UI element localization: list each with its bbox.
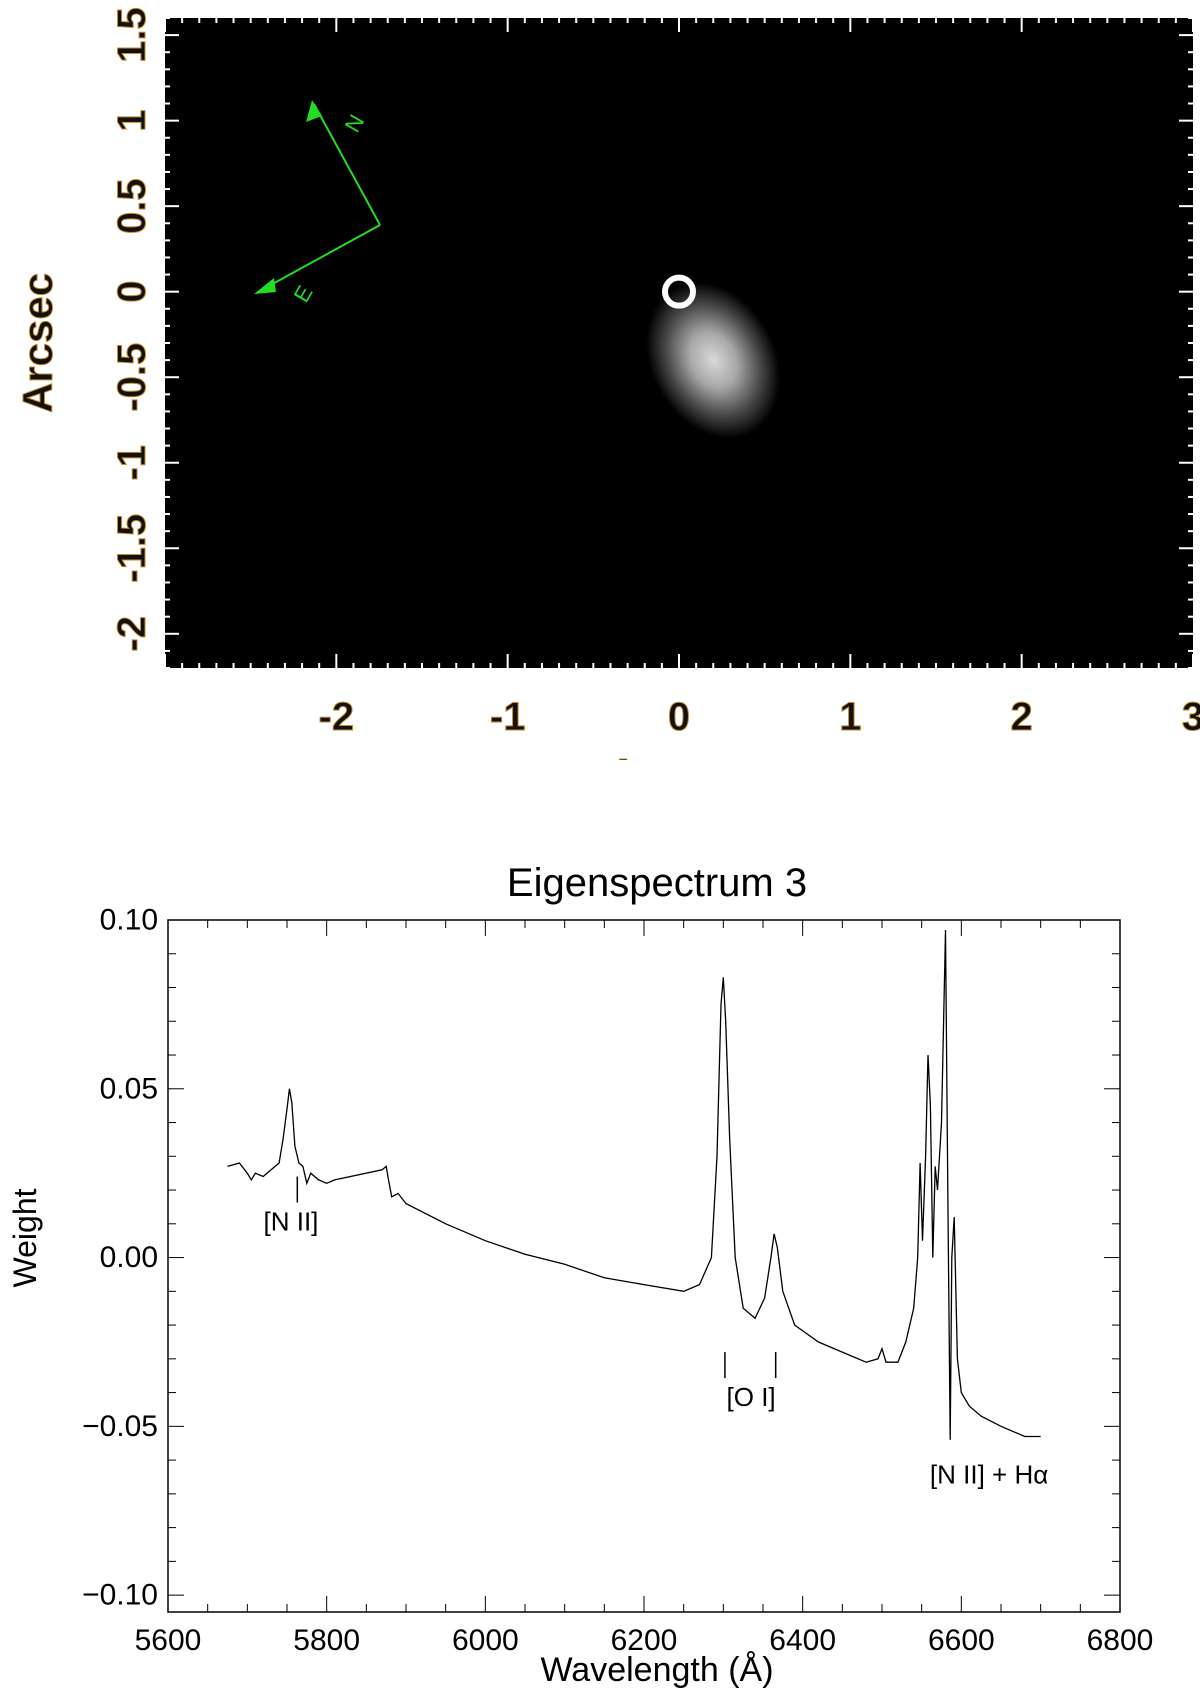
spectrum-frame <box>167 919 1121 1613</box>
image-y-tick-label: 1.5 <box>110 7 154 63</box>
image-y-tick-label: -1.5 <box>110 514 154 583</box>
spectrum-x-tick-label: 6400 <box>769 1624 836 1657</box>
compass-north-arrowhead <box>306 100 322 122</box>
image-y-tick-label: -1 <box>110 445 154 481</box>
spectrum-panel: Eigenspectrum 3 5600 5800 6000 6200 6400 6600… <box>7 861 1154 1689</box>
nucleus-marker <box>662 274 696 309</box>
image-x-tick-label: 3 <box>1182 695 1200 739</box>
spectrum-y-tick-label: 0.05 <box>100 1072 158 1105</box>
image-y-tick-label: 0 <box>110 281 154 303</box>
spectrum-x-axis-label: Wavelength (Å) <box>540 1651 773 1689</box>
spectrum-x-tick-label: 6600 <box>928 1624 995 1657</box>
image-y-tick-label: -2 <box>110 616 154 652</box>
image-y-tick-label: 0.5 <box>110 178 154 234</box>
image-x-tick-label: -1 <box>490 695 526 739</box>
spectrum-x-tick-labels: 5600 5800 6000 6200 6400 6600 6800 <box>135 1624 1154 1657</box>
compass-east-arrowhead <box>254 278 276 294</box>
spectrum-annotation-label: [N II] <box>264 1207 319 1237</box>
spectrum-tick-marks <box>167 919 1121 1612</box>
spectrum-y-tick-label: −0.05 <box>82 1410 158 1443</box>
spectrum-y-tick-label: −0.10 <box>82 1579 158 1612</box>
emission-blob <box>646 282 781 439</box>
spectrum-annotations: [N II] [O I] [N II] + Hα <box>264 1176 1048 1490</box>
spectrum-y-axis-label: Weight <box>7 1188 43 1287</box>
image-x-tick-label: -2 <box>319 695 355 739</box>
spectrum-annotation-label: [N II] + Hα <box>930 1460 1048 1490</box>
image-x-tick-label: 1 <box>839 695 861 739</box>
spectrum-x-tick-label: 5800 <box>293 1624 360 1657</box>
image-y-tick-label: 1 <box>110 110 154 132</box>
spectrum-annotation-label: [O I] <box>727 1382 776 1412</box>
spectrum-x-tick-label: 6200 <box>611 1624 678 1657</box>
image-x-axis-label: Arcsec <box>608 750 748 760</box>
compass-north-line <box>313 103 381 226</box>
image-x-tick-label: 0 <box>668 695 690 739</box>
spectrum-x-tick-label: 6800 <box>1087 1624 1154 1657</box>
spectrum-line <box>227 930 1041 1440</box>
spectrum-title: Eigenspectrum 3 <box>507 861 807 905</box>
image-x-tick-label: 2 <box>1011 695 1033 739</box>
image-tick-marks <box>164 17 1194 669</box>
spectrum-y-tick-labels: −0.10 −0.05 0.00 0.05 0.10 <box>82 904 158 1612</box>
image-y-tick-labels: -2 -1.5 -1 -0.5 0 0.5 1 1.5 <box>110 7 155 652</box>
spectrum-x-tick-label: 6000 <box>452 1624 519 1657</box>
image-y-axis-label: Arcsec <box>14 273 61 413</box>
image-panel: N E -2 -1 0 1 2 3 -2-1.5-1-0.500.511.5 Arcsec… <box>14 7 1200 760</box>
image-y-tick-label: -0.5 <box>110 343 154 412</box>
spectrum-y-tick-label: 0.10 <box>100 904 158 937</box>
spectrum-y-tick-label: 0.00 <box>100 1241 158 1274</box>
compass-east-line <box>257 224 381 293</box>
image-x-tick-labels: -2 -1 0 1 2 3 <box>318 695 1200 740</box>
spectrum-x-tick-label: 5600 <box>135 1624 202 1657</box>
